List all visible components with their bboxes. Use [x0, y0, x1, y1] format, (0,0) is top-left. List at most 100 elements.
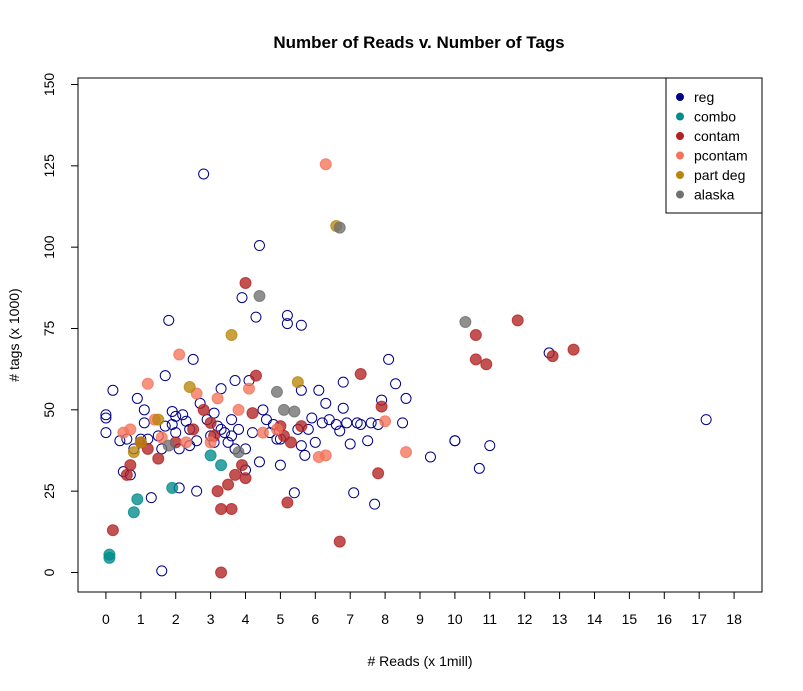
point-pcontam	[270, 423, 283, 436]
point-reg	[334, 425, 346, 437]
point-reg	[215, 383, 227, 395]
point-part-deg	[127, 446, 140, 459]
point-contam	[197, 403, 210, 416]
legend-box	[665, 77, 763, 214]
point-pcontam	[173, 348, 186, 361]
point-contam	[246, 407, 259, 420]
point-alaska	[253, 289, 266, 302]
point-contam	[229, 468, 242, 481]
legend-marker-combo	[676, 112, 684, 121]
point-contam	[215, 566, 228, 579]
point-reg	[274, 459, 286, 471]
point-reg	[138, 417, 150, 429]
point-part-deg	[291, 376, 304, 389]
point-reg	[390, 378, 402, 390]
x-tick-label: 10	[447, 611, 463, 627]
point-pcontam	[400, 446, 413, 459]
legend-label: alaska	[694, 187, 735, 203]
x-tick-label: 0	[102, 611, 110, 627]
x-tick-label: 13	[552, 611, 568, 627]
point-part-deg	[225, 329, 238, 341]
x-tick-label: 1	[137, 611, 145, 627]
point-reg	[246, 427, 258, 439]
point-contam	[281, 496, 294, 509]
point-reg	[288, 487, 300, 499]
x-tick-label: 8	[381, 611, 389, 627]
point-reg	[156, 565, 168, 577]
point-reg	[341, 417, 353, 429]
point-pcontam	[155, 431, 168, 444]
point-alaska	[459, 315, 472, 328]
point-contam	[375, 400, 388, 413]
point-pcontam	[256, 426, 269, 439]
chart-title: Number of Reads v. Number of Tags	[273, 33, 564, 52]
point-reg	[313, 384, 325, 396]
point-contam	[124, 459, 137, 472]
point-contam	[469, 329, 482, 341]
point-contam	[239, 276, 252, 289]
point-contam	[239, 472, 252, 485]
point-reg	[177, 409, 189, 421]
x-tick-label: 15	[622, 611, 638, 627]
y-tick-label: 150	[41, 73, 57, 97]
point-reg	[131, 392, 143, 404]
point-reg	[253, 456, 265, 468]
point-reg	[362, 435, 374, 447]
point-reg	[295, 319, 307, 331]
point-alaska	[277, 403, 290, 416]
point-reg	[309, 436, 321, 448]
point-reg	[191, 485, 203, 497]
point-reg	[233, 423, 245, 435]
point-combo	[127, 506, 140, 519]
point-reg	[281, 318, 293, 330]
point-reg	[222, 436, 234, 448]
x-tick-label: 11	[483, 611, 498, 627]
point-reg	[257, 404, 269, 416]
point-reg	[330, 418, 342, 430]
legend-marker-pcontam	[676, 151, 684, 160]
point-contam	[249, 369, 262, 382]
legend-label: reg	[694, 89, 714, 105]
point-contam	[236, 459, 249, 472]
point-contam	[333, 535, 346, 548]
point-pcontam	[211, 392, 224, 405]
point-reg	[306, 412, 318, 424]
point-reg	[159, 370, 171, 382]
point-reg	[337, 376, 349, 388]
point-contam	[295, 420, 308, 433]
point-reg	[198, 168, 210, 180]
x-tick-label: 9	[416, 611, 424, 627]
point-reg	[281, 309, 293, 321]
point-reg	[138, 404, 150, 416]
point-reg	[163, 314, 175, 326]
point-alaska	[270, 385, 283, 398]
point-reg	[107, 384, 119, 396]
x-tick-label: 14	[587, 611, 603, 627]
point-reg	[215, 423, 227, 435]
point-alaska	[232, 446, 245, 459]
point-contam	[567, 343, 580, 356]
point-reg	[100, 427, 112, 439]
x-tick-label: 2	[172, 611, 180, 627]
point-reg	[484, 440, 496, 452]
point-reg	[449, 435, 461, 447]
point-combo	[103, 548, 116, 561]
point-pcontam	[204, 436, 217, 449]
point-combo	[215, 459, 228, 472]
point-reg	[100, 412, 112, 424]
x-tick-label: 7	[346, 611, 354, 627]
y-axis-label: # tags (x 1000)	[6, 288, 22, 381]
point-pcontam	[379, 415, 392, 428]
legend-marker-reg	[676, 93, 684, 101]
x-tick-label: 3	[207, 611, 215, 627]
point-contam	[354, 368, 367, 381]
point-reg	[355, 418, 367, 430]
point-reg	[208, 407, 220, 419]
point-contam	[152, 452, 165, 465]
point-combo	[166, 481, 179, 494]
legend-marker-part-deg	[676, 171, 684, 179]
x-tick-label: 17	[691, 611, 707, 627]
point-contam	[284, 436, 297, 449]
point-part-deg	[183, 381, 196, 394]
point-contam	[211, 485, 224, 498]
